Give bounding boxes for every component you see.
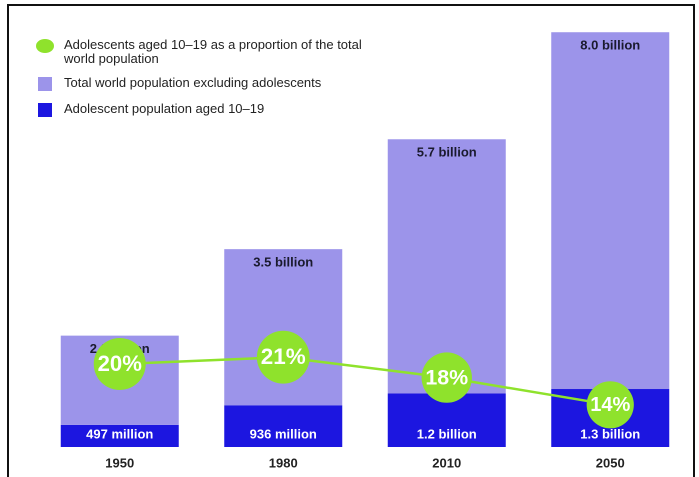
x-tick-label: 2050 [596, 455, 625, 470]
data-label: 18% [425, 365, 468, 389]
legend-label: Adolescents aged 10–19 as a proportion o… [64, 37, 362, 66]
legend-swatch [36, 39, 54, 53]
data-label: 5.7 billion [417, 145, 477, 160]
legend-swatch [38, 103, 52, 117]
data-label: 1.2 billion [417, 426, 477, 441]
line-marker [421, 352, 472, 403]
bar-segment [387, 139, 506, 394]
frame [7, 4, 695, 477]
legend-label: Total world population excluding adolesc… [64, 75, 322, 90]
data-label: 21% [261, 344, 306, 369]
data-label: 1.3 billion [580, 426, 640, 441]
bar-segment [224, 405, 343, 447]
line-marker [93, 338, 146, 390]
data-label: 14% [590, 394, 630, 416]
data-label: 3.5 billion [253, 255, 313, 270]
data-label: 497 million [86, 426, 153, 441]
x-tick-label: 2010 [432, 455, 461, 470]
legend-item: Total world population excluding adolesc… [36, 76, 436, 91]
legend-item: Adolescent population aged 10–19 [36, 102, 436, 117]
legend-label: Adolescent population aged 10–19 [64, 101, 265, 116]
bar-segment [60, 424, 179, 447]
data-label: 20% [98, 351, 143, 376]
legend-item: Adolescents aged 10–19 as a proportion o… [36, 38, 436, 66]
line-marker [256, 330, 310, 384]
line [119, 355, 611, 407]
x-tick-label: 1980 [269, 455, 298, 470]
x-tick-label: 1950 [105, 455, 134, 470]
line-marker [586, 381, 634, 429]
legend-swatch [38, 77, 52, 91]
bar-segment [551, 32, 670, 390]
data-label: 936 million [250, 426, 317, 441]
data-label: 8.0 billion [580, 38, 640, 53]
